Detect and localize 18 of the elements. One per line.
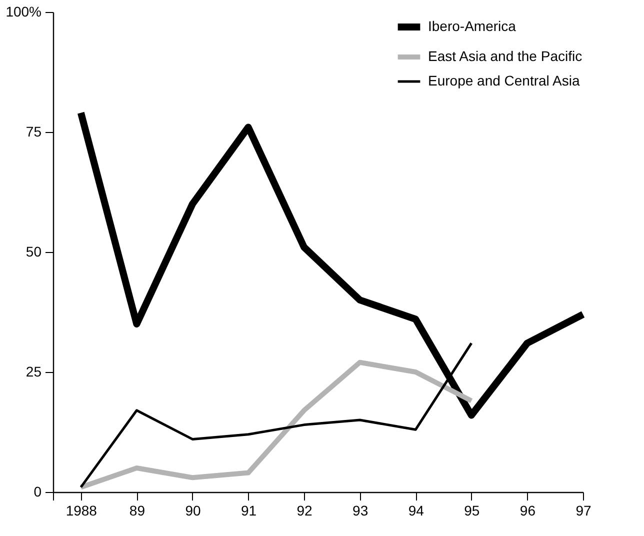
y-tick-label: 75 (26, 124, 42, 140)
legend-label: Ibero-America (428, 18, 516, 34)
x-tick-label: 89 (129, 502, 146, 518)
x-tick-label: 90 (185, 502, 201, 518)
x-tick-label: 96 (520, 502, 536, 518)
x-tick-label: 91 (240, 502, 257, 518)
x-tick-label: 95 (464, 502, 480, 518)
y-tick-label: 0 (34, 484, 42, 500)
x-tick-label: 97 (576, 502, 592, 518)
x-tick-label: 92 (296, 502, 313, 518)
legend-label: East Asia and the Pacific (428, 48, 582, 64)
legend-label: Europe and Central Asia (428, 72, 580, 88)
x-tick-label: 1988 (66, 502, 98, 518)
x-tick-label: 94 (408, 502, 424, 518)
x-tick-label: 93 (352, 502, 368, 518)
y-tick-label: 50 (26, 244, 42, 260)
y-tick-label: 100% (6, 4, 42, 20)
y-tick-label: 25 (26, 364, 42, 380)
